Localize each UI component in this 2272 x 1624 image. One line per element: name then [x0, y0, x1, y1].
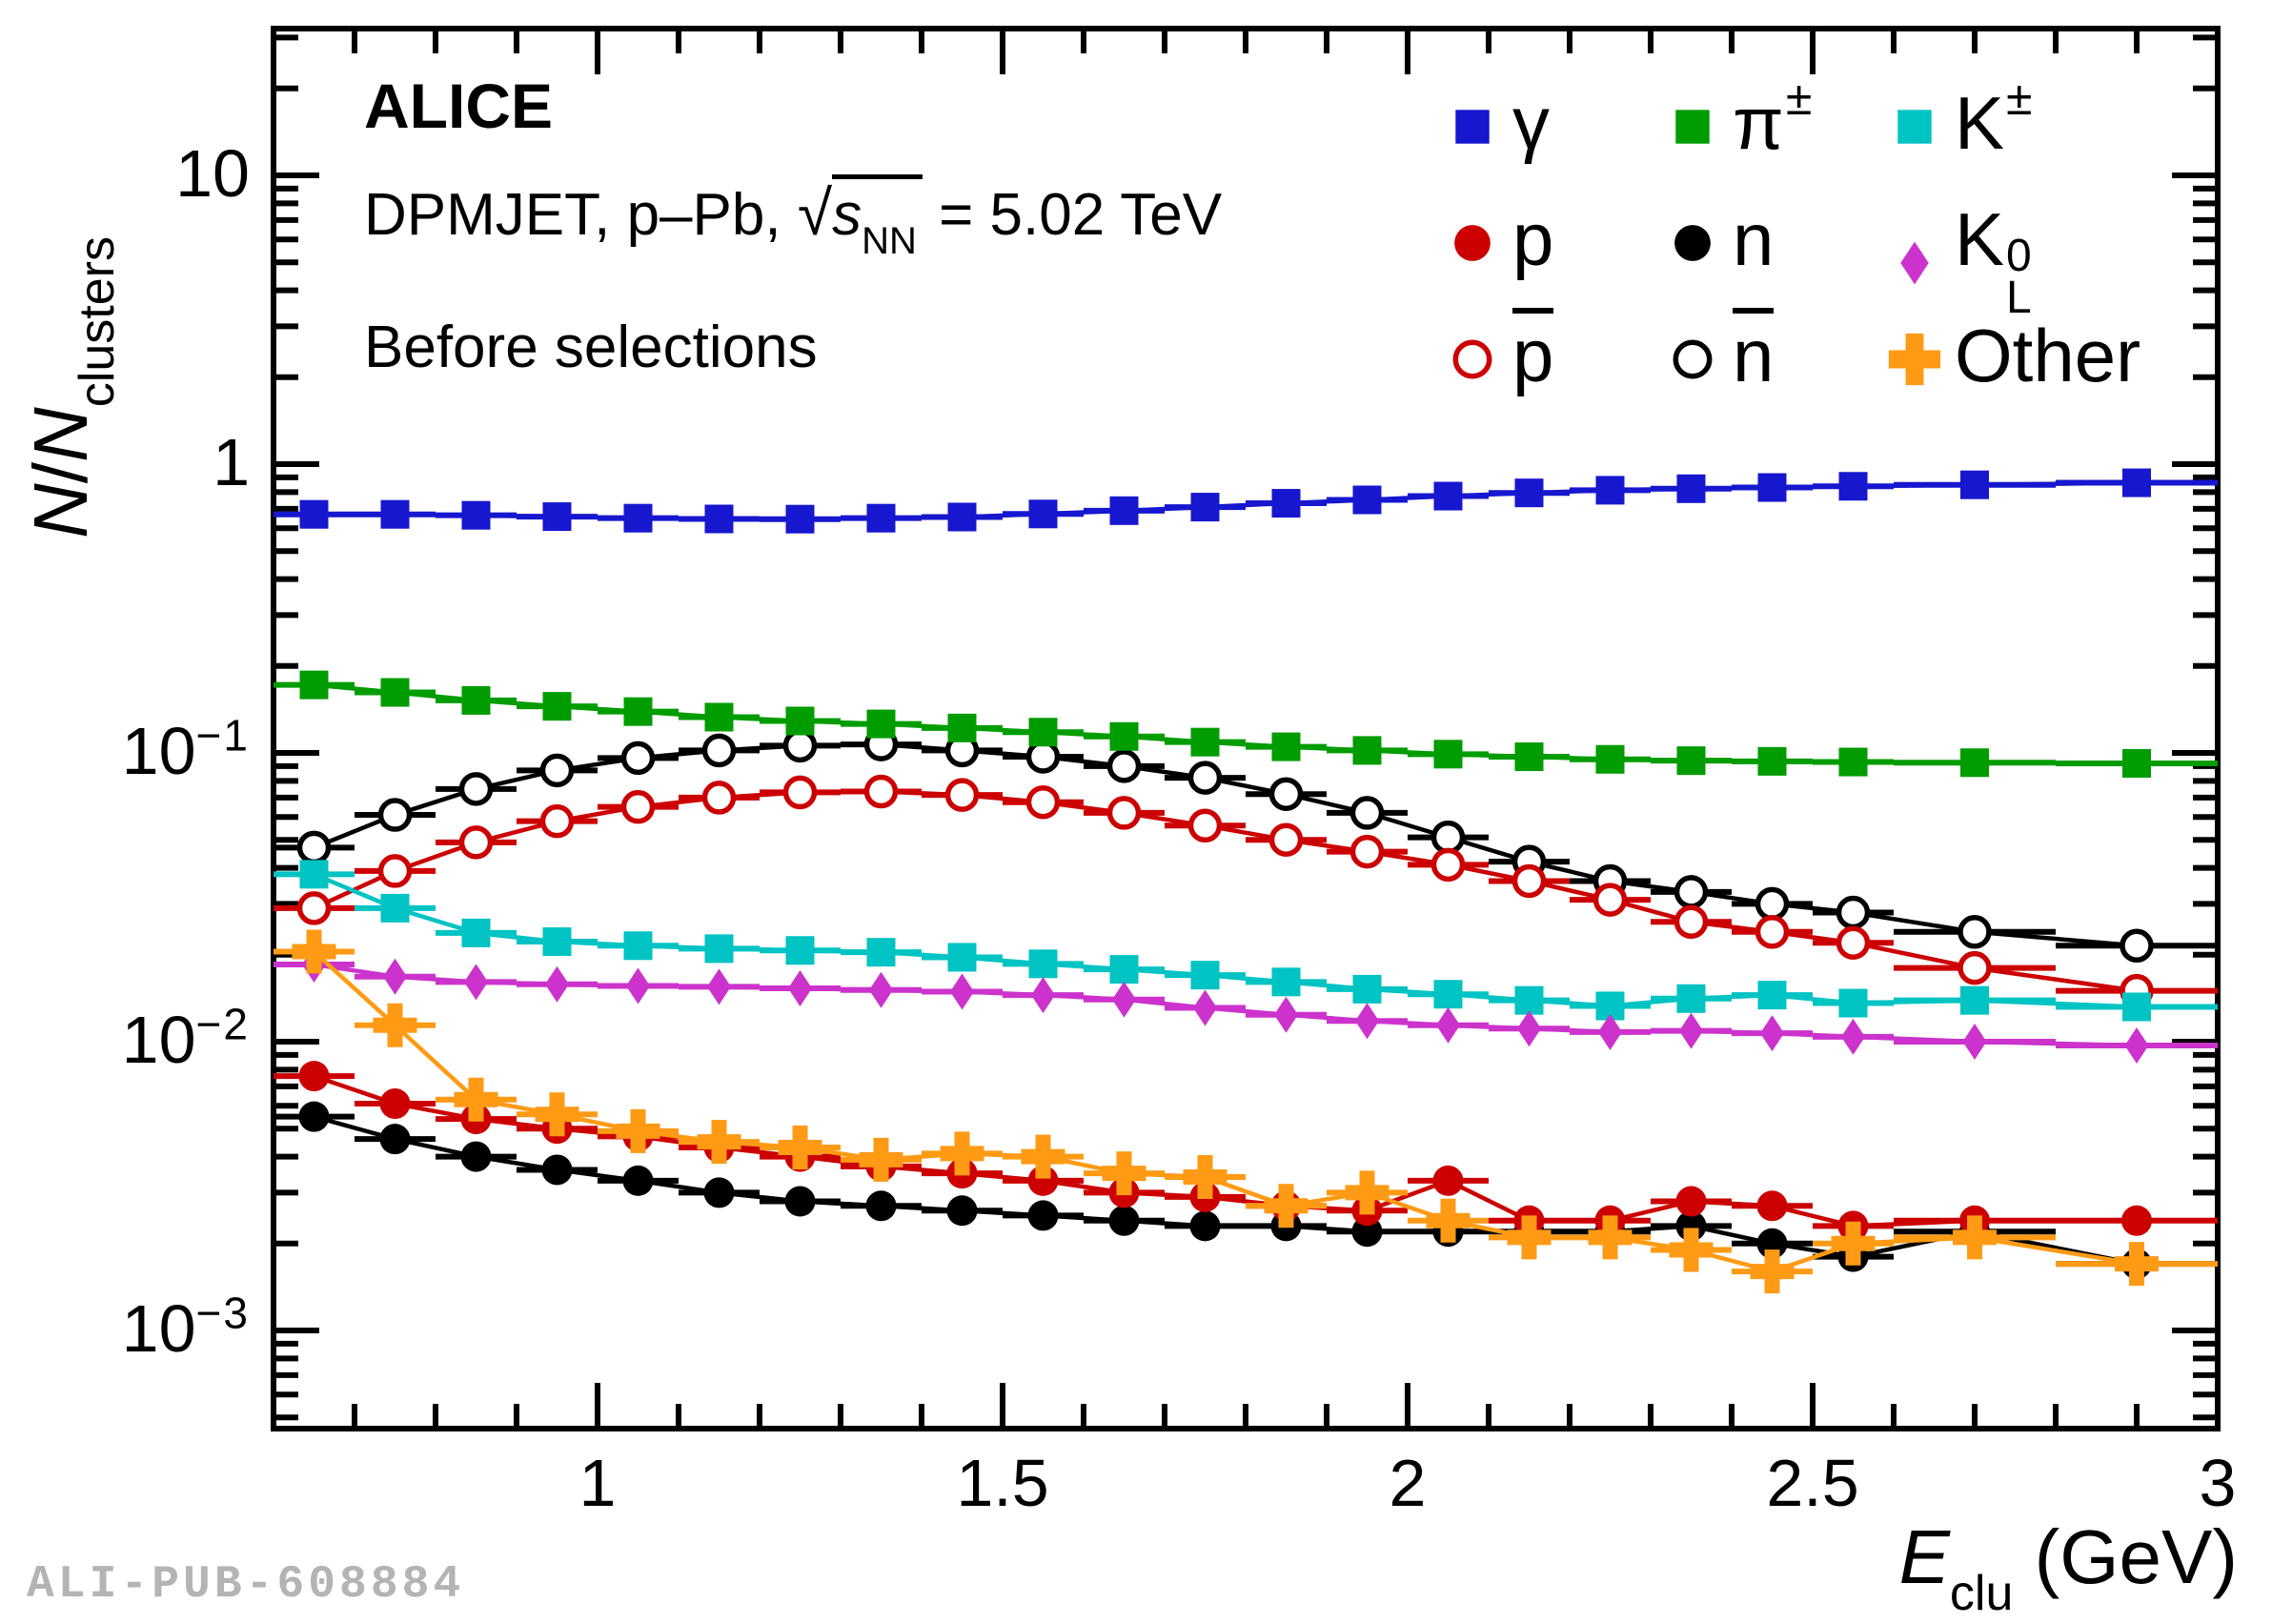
watermark: ALI-PUB-608884 — [27, 1559, 465, 1611]
legend-entry-pbar: p — [1438, 308, 1554, 397]
energy-value: = 5.02 TeV — [922, 182, 1223, 248]
series-line-p — [313, 1073, 2137, 1228]
series-gamma — [274, 468, 2218, 534]
legend-marker-p — [1454, 225, 1491, 261]
x-tick-label: 1.5 — [956, 1446, 1049, 1520]
series-k0l — [274, 946, 2218, 1065]
x-axis-title: Eclu (GeV) — [1899, 1513, 2238, 1622]
y-tick-label: 10−2 — [121, 999, 250, 1077]
series-p — [274, 1061, 2218, 1242]
axis-ticks — [274, 29, 2221, 1429]
y-title-slash: / — [18, 461, 103, 484]
y-tick-label: 10−3 — [121, 1288, 250, 1366]
y-title-subscript: clusters — [70, 236, 125, 408]
legend-label-n: n — [1733, 197, 1775, 281]
experiment-label: ALICE — [364, 71, 553, 141]
x-tick-label: 1 — [578, 1446, 617, 1520]
y-axis-title: N/Nclusters — [17, 236, 126, 538]
legend-marker-other — [1888, 333, 1941, 386]
legend-label-kpm: K± — [1955, 71, 2033, 165]
y-tick-label: 1 — [213, 425, 250, 499]
legend-label-gamma: γ — [1512, 81, 1550, 165]
legend-entry-p: p — [1438, 198, 1553, 280]
x-tick-label: 3 — [2199, 1446, 2237, 1520]
legend-entry-gamma: γ — [1438, 82, 1550, 164]
y-title-denominator: N — [18, 407, 103, 462]
legend-entry-pion: π± — [1658, 74, 1812, 164]
x-title-symbol: E — [1898, 1514, 1950, 1599]
y-tick-label: 10 — [175, 136, 250, 211]
series-line-nbar — [313, 741, 2138, 948]
legend-marker-pion — [1675, 110, 1710, 144]
legend-marker-pbar — [1452, 339, 1492, 379]
legend-marker-gamma — [1455, 110, 1490, 144]
legend-label-other: Other — [1955, 314, 2141, 397]
annotation-block: ALICE DPMJET, p–Pb, √sNN = 5.02 TeV Befo… — [364, 71, 1222, 382]
series-kpm — [274, 860, 2218, 1022]
legend-marker-kpm — [1897, 110, 1932, 144]
x-title-unit: (GeV) — [2013, 1514, 2238, 1599]
series-pion — [274, 670, 2218, 778]
sqrt-radicand: sNN — [832, 174, 923, 275]
legend-entry-nbar: n — [1658, 308, 1775, 397]
y-tick-label: 10−1 — [121, 710, 250, 788]
legend-marker-nbar — [1673, 339, 1713, 379]
legend-entry-n: n — [1658, 198, 1774, 280]
sqrt-symbol: √ — [797, 177, 833, 248]
legend-label-pion: π± — [1733, 71, 1813, 165]
x-tick-label: 2.5 — [1766, 1446, 1859, 1520]
legend-marker-k0l — [1900, 241, 1929, 284]
x-title-subscript: clu — [1949, 1566, 2014, 1621]
series-other — [274, 929, 2218, 1294]
series-pbar — [274, 774, 2218, 1008]
legend-entry-other: Other — [1880, 315, 2140, 396]
series-line-pbar — [313, 789, 2138, 993]
legend-label-p: p — [1512, 197, 1554, 281]
legend-entry-kpm: K± — [1880, 74, 2032, 164]
legend-label-pbar: p — [1512, 308, 1554, 397]
selection-label: Before selections — [364, 315, 818, 380]
legend-marker-n — [1674, 225, 1711, 261]
legend-label-nbar: n — [1733, 308, 1775, 397]
model-description: DPMJET, p–Pb, √sNN = 5.02 TeV — [364, 174, 1222, 275]
model-prefix: DPMJET, p–Pb, — [364, 182, 798, 248]
x-tick-label: 2 — [1389, 1446, 1427, 1520]
y-title-numerator: N — [18, 483, 103, 538]
